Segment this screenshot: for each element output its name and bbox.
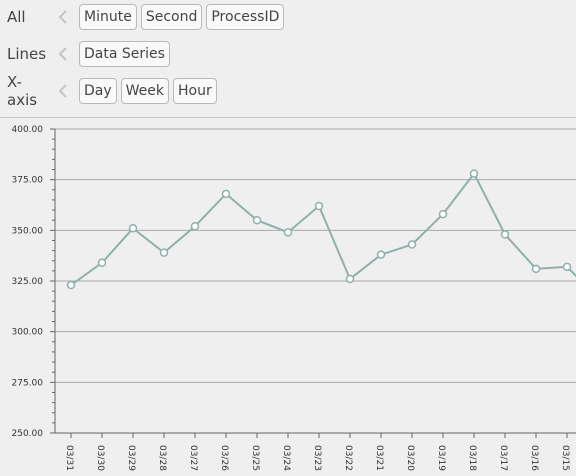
data-point[interactable]	[283, 228, 293, 237]
chip-group-xaxis: Day Week Hour	[79, 78, 217, 104]
y-tick-label: 350.00	[12, 226, 44, 236]
y-tick-label: 400.00	[12, 125, 44, 135]
x-tick-label: 03/24	[281, 445, 291, 471]
x-tick-label: 03/26	[219, 445, 229, 471]
chip-group-all: Minute Second ProcessID	[79, 4, 285, 30]
data-point[interactable]	[531, 264, 541, 274]
grid-layer	[55, 128, 576, 434]
x-tick-label: 03/23	[312, 445, 322, 471]
x-tick-label: 03/19	[436, 445, 446, 471]
chevron-left-icon[interactable]	[56, 46, 70, 62]
data-point[interactable]	[221, 189, 231, 199]
data-point[interactable]	[562, 262, 572, 272]
y-tick-label: 300.00	[12, 328, 44, 338]
chip-day[interactable]: Day	[79, 78, 117, 104]
x-tick-label: 03/31	[64, 445, 74, 471]
data-point[interactable]	[469, 169, 479, 178]
x-tick-label: 03/21	[374, 445, 384, 471]
x-tick-label: 03/30	[95, 445, 105, 471]
axis-layer	[50, 128, 576, 438]
x-tick-label: 03/15	[560, 445, 570, 471]
data-point[interactable]	[66, 280, 76, 290]
data-point[interactable]	[376, 250, 386, 259]
x-tick-label: 03/22	[343, 445, 353, 471]
series-line	[70, 171, 576, 286]
data-point[interactable]	[345, 274, 355, 284]
chip-second[interactable]: Second	[140, 4, 203, 30]
chevron-left-icon[interactable]	[56, 9, 70, 25]
data-point[interactable]	[128, 224, 138, 233]
chip-group-lines: Data Series	[79, 41, 170, 67]
y-tick-label: 250.00	[12, 429, 44, 439]
data-point[interactable]	[97, 258, 107, 268]
data-point[interactable]	[252, 215, 262, 225]
x-tick-label: 03/25	[250, 445, 260, 471]
row-label-all: All	[7, 8, 26, 26]
data-point[interactable]	[190, 222, 200, 231]
x-tick-label: 03/17	[498, 445, 508, 471]
series-layer	[66, 169, 576, 290]
chip-hour[interactable]: Hour	[173, 78, 217, 104]
data-point[interactable]	[314, 201, 324, 211]
x-tick-label: 03/27	[188, 445, 198, 471]
data-point[interactable]	[500, 230, 510, 239]
row-label-lines: Lines	[7, 45, 47, 63]
data-point[interactable]	[159, 248, 169, 257]
chip-week[interactable]: Week	[120, 78, 170, 104]
label-layer: 400.00 375.00 350.00 325.00 300.00 275.00 250.…	[12, 125, 571, 471]
data-point[interactable]	[407, 240, 417, 249]
chevron-left-icon[interactable]	[56, 83, 70, 99]
data-point[interactable]	[438, 209, 448, 219]
chip-data-series[interactable]: Data Series	[79, 41, 170, 67]
x-tick-label: 03/16	[529, 445, 539, 471]
chip-processid[interactable]: ProcessID	[206, 4, 285, 30]
x-tick-label: 03/20	[405, 445, 415, 471]
chip-minute[interactable]: Minute	[79, 4, 137, 30]
row-label-xaxis: X-axis	[7, 73, 38, 109]
y-tick-label: 275.00	[12, 378, 44, 388]
y-tick-label: 375.00	[12, 176, 44, 186]
x-tick-label: 03/18	[467, 445, 477, 471]
divider	[0, 117, 576, 118]
x-tick-label: 03/28	[157, 445, 167, 471]
x-tick-label: 03/29	[126, 445, 136, 471]
line-chart: 400.00 375.00 350.00 325.00 300.00 275.00 250.…	[12, 125, 576, 471]
y-tick-label: 325.00	[12, 277, 44, 287]
